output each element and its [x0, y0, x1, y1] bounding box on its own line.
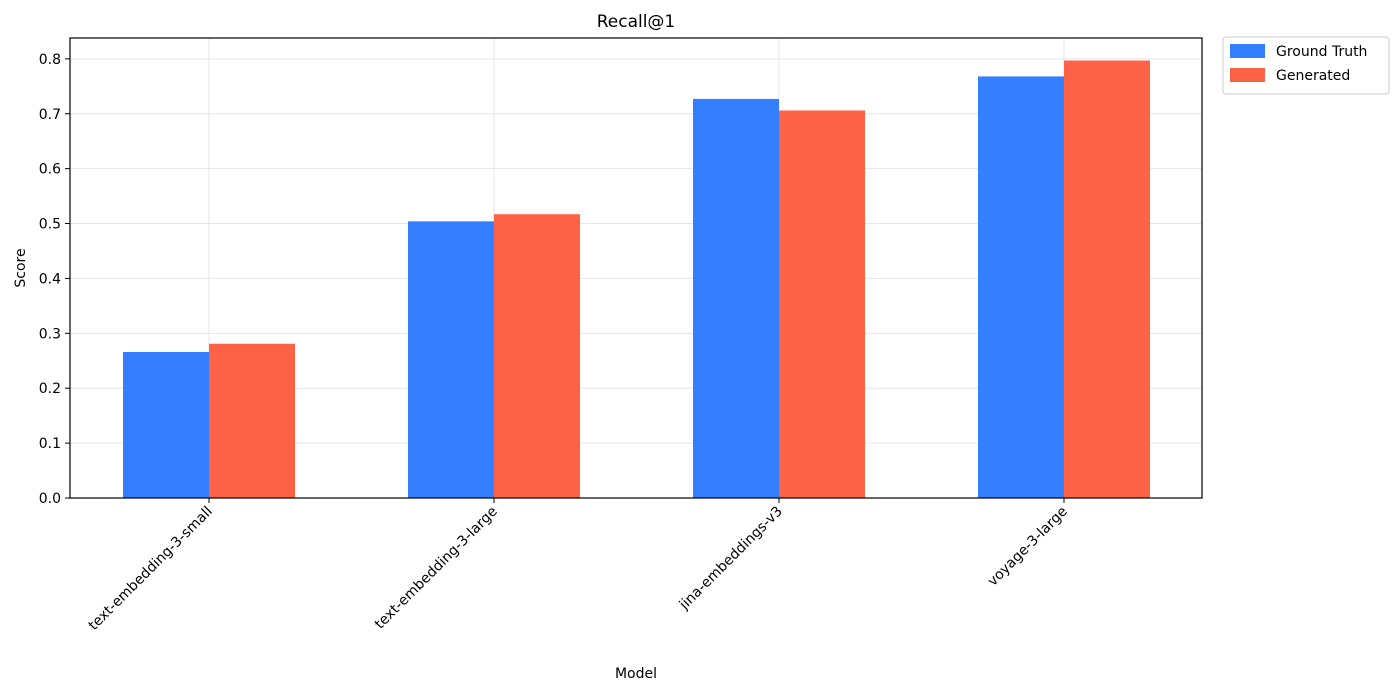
legend-label: Generated [1276, 68, 1350, 84]
y-tick-label: 0.7 [39, 107, 61, 123]
bar-ground-truth [978, 76, 1064, 499]
y-tick-label: 0.3 [39, 326, 61, 342]
bar-ground-truth [693, 98, 779, 498]
y-tick-label: 0.6 [39, 162, 61, 178]
legend-swatch [1230, 68, 1265, 82]
chart-title: Recall@1 [597, 12, 676, 32]
bar-generated [494, 214, 580, 498]
x-axis-label: Model [615, 666, 657, 682]
y-axis-ticks: 0.0 0.1 0.2 0.3 0.4 0.5 0.6 0.7 0.8 [39, 52, 70, 507]
y-tick-label: 0.1 [39, 436, 61, 452]
y-tick-label: 0.8 [39, 52, 61, 68]
y-tick-label: 0.5 [39, 217, 61, 233]
bar-ground-truth [408, 221, 494, 498]
bar-generated [209, 343, 295, 498]
plot-area-frame [69, 37, 1203, 499]
bar-ground-truth [123, 351, 209, 498]
y-tick-label: 0.2 [39, 381, 61, 397]
y-axis-label: Score [13, 248, 29, 287]
legend: Ground Truth Generated [1222, 36, 1390, 95]
legend-label: Ground Truth [1276, 44, 1367, 60]
legend-swatch [1230, 44, 1265, 58]
bars [123, 60, 1150, 499]
y-tick-label: 0.4 [39, 271, 61, 287]
y-tick-label: 0.0 [39, 491, 61, 507]
bar-generated [1064, 60, 1150, 498]
bar-generated [779, 110, 865, 498]
